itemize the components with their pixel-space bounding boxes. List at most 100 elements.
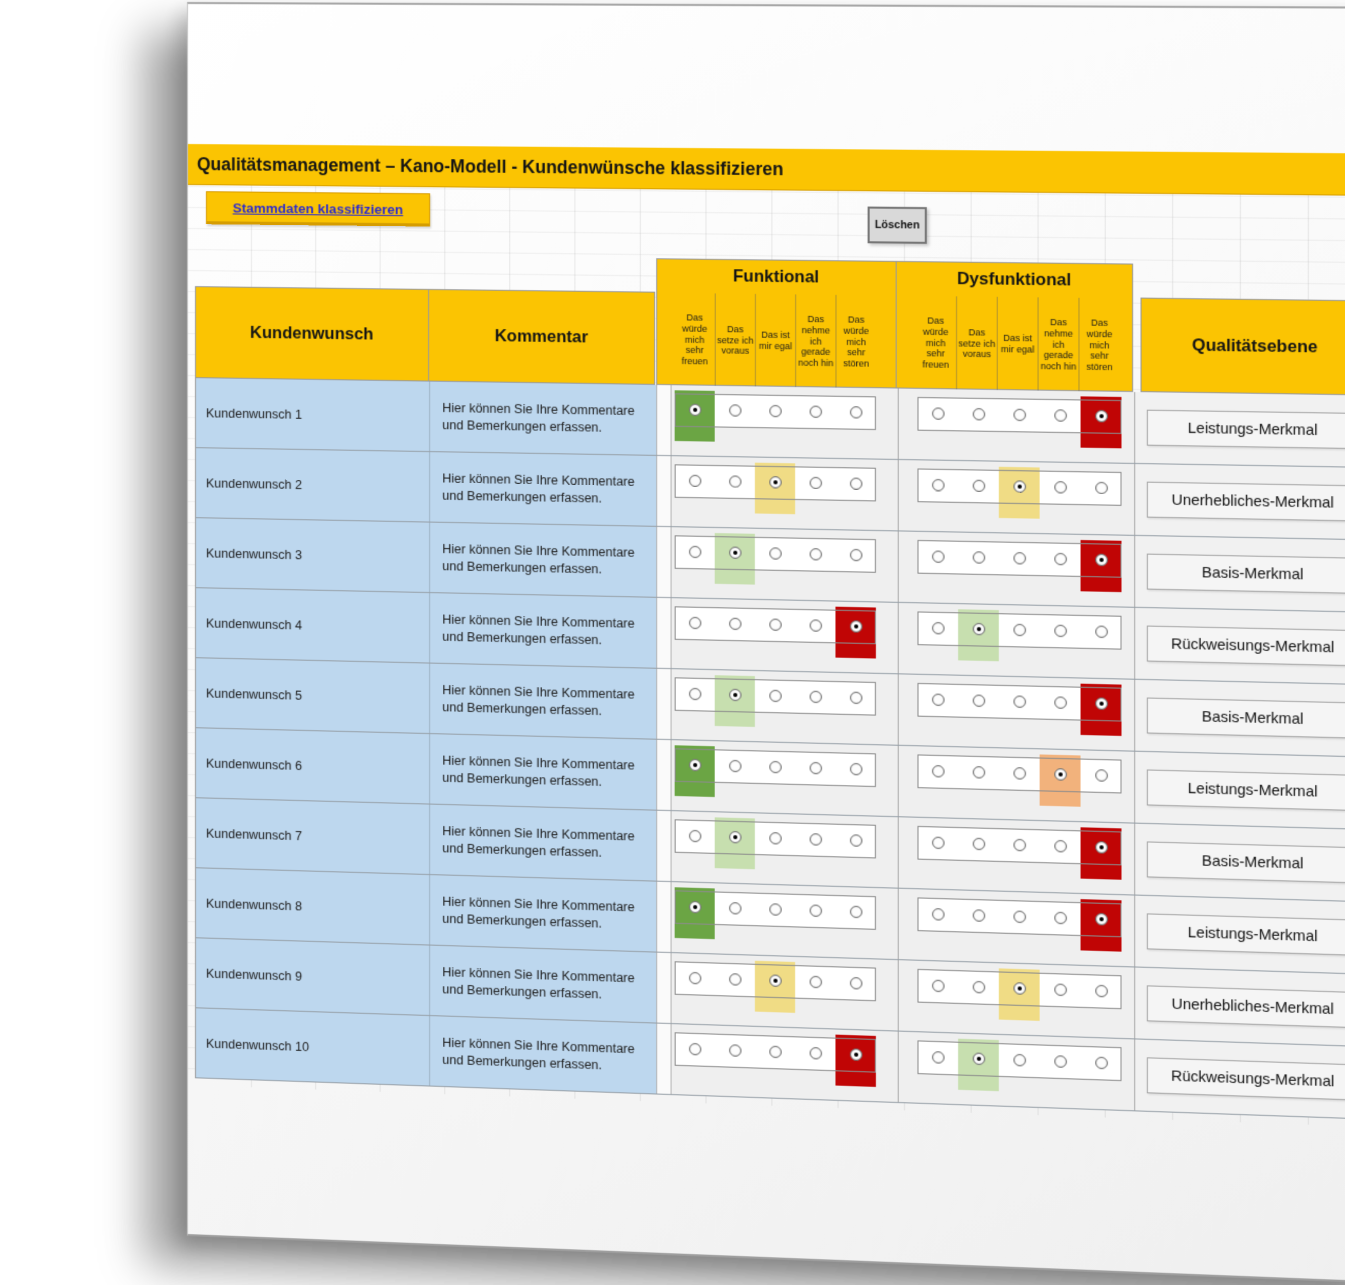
radio-option[interactable] — [1081, 894, 1122, 967]
radio-option[interactable] — [1081, 966, 1122, 1039]
radio-option[interactable] — [1040, 749, 1081, 822]
kundenwunsch-cell[interactable]: Kundenwunsch 4 — [195, 588, 431, 663]
radio-button-icon[interactable] — [849, 477, 862, 490]
radio-option[interactable] — [675, 811, 715, 883]
radio-option[interactable] — [755, 813, 795, 885]
radio-button-icon[interactable] — [1094, 697, 1108, 710]
radio-button-icon[interactable] — [931, 550, 945, 563]
radio-button-icon[interactable] — [972, 479, 985, 493]
radio-option[interactable] — [958, 604, 999, 677]
radio-button-icon[interactable] — [849, 976, 862, 990]
radio-button-icon[interactable] — [1012, 767, 1026, 780]
radio-option[interactable] — [999, 1035, 1040, 1108]
quality-level-box[interactable]: Leistungs-Merkmal — [1146, 769, 1345, 812]
radio-button-icon[interactable] — [809, 405, 822, 418]
radio-button-icon[interactable] — [1094, 409, 1108, 423]
radio-button-icon[interactable] — [728, 1044, 741, 1057]
radio-option[interactable] — [917, 889, 958, 962]
radio-option[interactable] — [1081, 822, 1122, 895]
radio-option[interactable] — [835, 958, 875, 1031]
radio-button-icon[interactable] — [972, 766, 985, 779]
radio-option[interactable] — [958, 389, 999, 461]
kommentar-cell[interactable]: Hier können Sie Ihre Kommentare und Beme… — [430, 452, 657, 526]
radio-button-icon[interactable] — [728, 830, 741, 844]
radio-button-icon[interactable] — [1053, 839, 1067, 853]
radio-option[interactable] — [835, 673, 875, 745]
radio-option[interactable] — [755, 1027, 795, 1100]
radio-option[interactable] — [999, 462, 1040, 534]
radio-option[interactable] — [917, 818, 958, 891]
radio-button-icon[interactable] — [688, 616, 701, 630]
radio-option[interactable] — [999, 605, 1040, 678]
kundenwunsch-cell[interactable]: Kundenwunsch 7 — [195, 798, 431, 875]
radio-option[interactable] — [675, 1024, 715, 1096]
radio-button-icon[interactable] — [688, 900, 701, 914]
radio-option[interactable] — [958, 962, 999, 1035]
radio-button-icon[interactable] — [931, 908, 945, 921]
kundenwunsch-cell[interactable]: Kundenwunsch 10 — [195, 1008, 431, 1086]
radio-option[interactable] — [917, 389, 958, 461]
radio-button-icon[interactable] — [809, 904, 822, 918]
radio-option[interactable] — [675, 385, 715, 457]
quality-level-box[interactable]: Leistungs-Merkmal — [1146, 913, 1345, 956]
kommentar-cell[interactable]: Hier können Sie Ihre Kommentare und Beme… — [430, 804, 657, 881]
radio-option[interactable] — [795, 387, 835, 459]
radio-button-icon[interactable] — [768, 404, 782, 418]
radio-button-icon[interactable] — [931, 836, 945, 850]
radio-button-icon[interactable] — [972, 622, 985, 636]
kommentar-cell[interactable]: Hier können Sie Ihre Kommentare und Beme… — [430, 522, 657, 597]
radio-option[interactable] — [675, 456, 715, 528]
radio-option[interactable] — [715, 386, 755, 458]
radio-button-icon[interactable] — [688, 829, 701, 843]
quality-level-box[interactable]: Unerhebliches-Merkmal — [1146, 481, 1345, 522]
kundenwunsch-cell[interactable]: Kundenwunsch 3 — [195, 518, 431, 593]
radio-option[interactable] — [835, 602, 875, 674]
radio-option[interactable] — [755, 742, 795, 814]
radio-button-icon[interactable] — [1094, 841, 1108, 854]
radio-button-icon[interactable] — [1012, 982, 1026, 995]
radio-button-icon[interactable] — [1012, 480, 1026, 493]
radio-button-icon[interactable] — [809, 833, 822, 846]
radio-option[interactable] — [1040, 965, 1081, 1038]
radio-option[interactable] — [795, 458, 835, 530]
radio-button-icon[interactable] — [849, 548, 862, 562]
radio-option[interactable] — [715, 670, 755, 742]
radio-option[interactable] — [958, 890, 999, 963]
radio-button-icon[interactable] — [768, 689, 782, 703]
radio-button-icon[interactable] — [931, 1051, 945, 1064]
radio-option[interactable] — [755, 600, 795, 672]
radio-option[interactable] — [715, 599, 755, 671]
radio-button-icon[interactable] — [688, 403, 701, 417]
radio-button-icon[interactable] — [849, 905, 862, 919]
radio-button-icon[interactable] — [809, 548, 822, 561]
radio-button-icon[interactable] — [768, 832, 782, 845]
radio-button-icon[interactable] — [1053, 1055, 1067, 1068]
radio-option[interactable] — [715, 812, 755, 884]
radio-option[interactable] — [917, 460, 958, 532]
kommentar-cell[interactable]: Hier können Sie Ihre Kommentare und Beme… — [430, 945, 657, 1023]
radio-option[interactable] — [999, 963, 1040, 1036]
kommentar-cell[interactable]: Hier können Sie Ihre Kommentare und Beme… — [430, 593, 657, 668]
radio-button-icon[interactable] — [1012, 623, 1026, 637]
kundenwunsch-cell[interactable]: Kundenwunsch 6 — [195, 728, 431, 804]
radio-option[interactable] — [795, 601, 835, 673]
radio-button-icon[interactable] — [1012, 1053, 1026, 1067]
quality-level-box[interactable]: Basis-Merkmal — [1146, 697, 1345, 739]
radio-button-icon[interactable] — [931, 407, 945, 420]
kundenwunsch-cell[interactable]: Kundenwunsch 1 — [195, 378, 431, 452]
radio-button-icon[interactable] — [1053, 768, 1067, 781]
radio-button-icon[interactable] — [972, 551, 985, 564]
quality-level-box[interactable]: Unerhebliches-Merkmal — [1146, 985, 1345, 1029]
radio-option[interactable] — [675, 669, 715, 741]
radio-option[interactable] — [755, 529, 795, 601]
radio-button-icon[interactable] — [688, 474, 701, 488]
radio-option[interactable] — [675, 953, 715, 1025]
radio-option[interactable] — [835, 744, 875, 816]
radio-button-icon[interactable] — [768, 903, 782, 916]
quality-level-box[interactable]: Basis-Merkmal — [1146, 841, 1345, 884]
radio-button-icon[interactable] — [849, 1048, 862, 1061]
radio-button-icon[interactable] — [1053, 481, 1067, 494]
radio-button-icon[interactable] — [849, 762, 862, 776]
radio-option[interactable] — [715, 1025, 755, 1097]
radio-option[interactable] — [795, 814, 835, 886]
